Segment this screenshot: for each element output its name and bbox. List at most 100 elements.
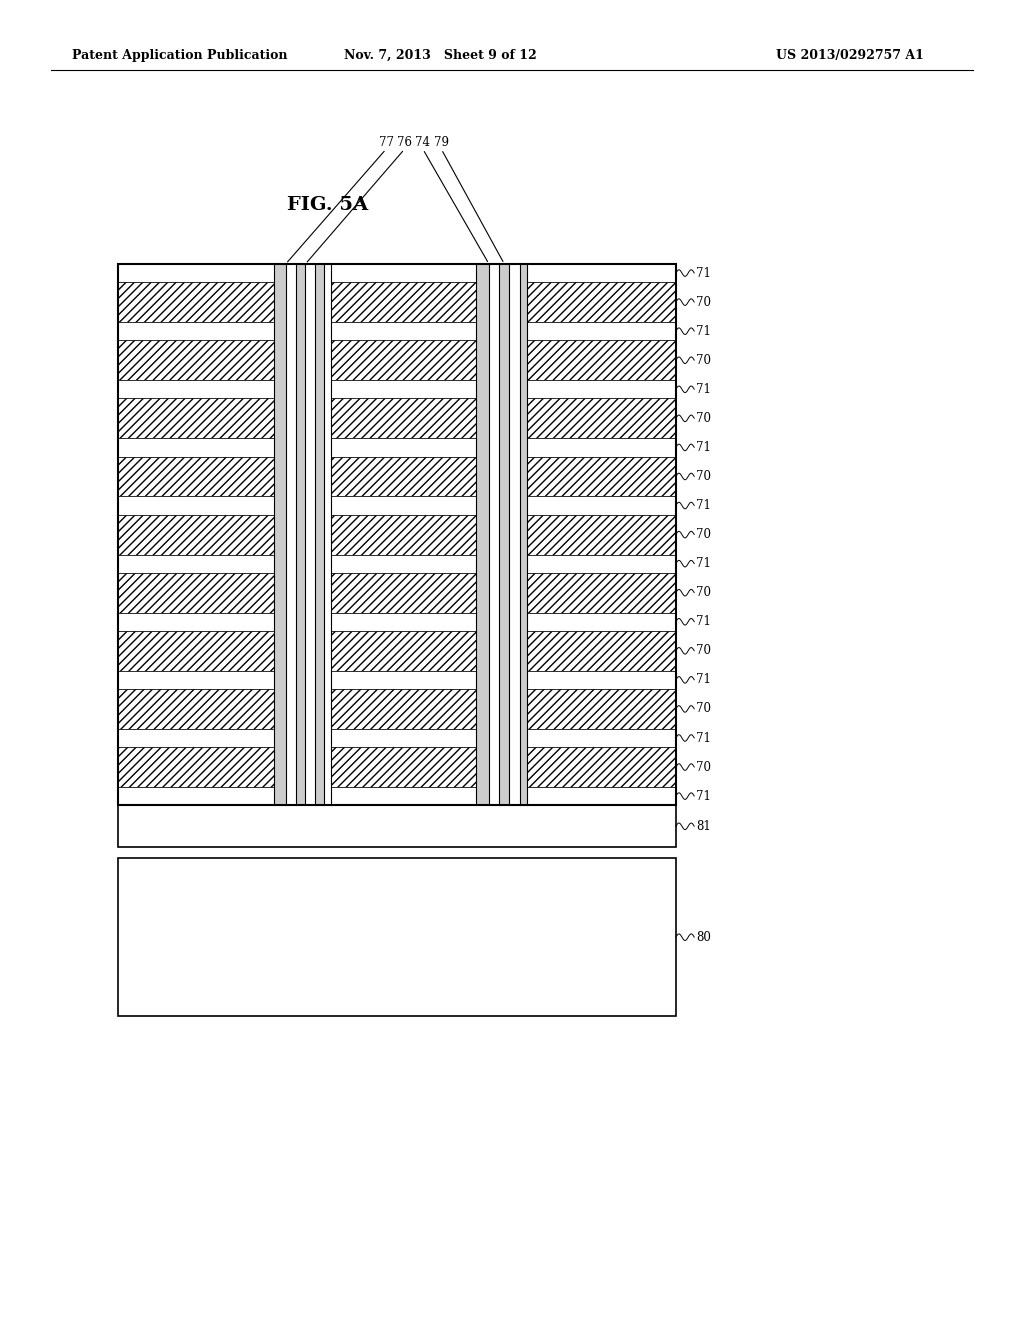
Bar [118, 341, 274, 380]
Text: 71: 71 [696, 383, 712, 396]
Bar [331, 573, 476, 612]
Text: 76: 76 [397, 136, 412, 149]
Bar [331, 689, 476, 729]
Text: 80: 80 [696, 931, 712, 944]
Bar [118, 805, 676, 847]
Bar [274, 264, 286, 805]
Text: 71: 71 [696, 557, 712, 570]
Bar [527, 671, 676, 689]
Bar [118, 554, 274, 573]
Text: 70: 70 [696, 702, 712, 715]
Bar [331, 438, 476, 457]
Bar [305, 264, 315, 805]
Bar [527, 787, 676, 805]
Bar [527, 612, 676, 631]
Text: 71: 71 [696, 267, 712, 280]
Text: 70: 70 [696, 354, 712, 367]
Bar [118, 496, 274, 515]
Bar [118, 399, 274, 438]
Bar [331, 787, 476, 805]
Bar [118, 729, 274, 747]
Bar [527, 380, 676, 399]
Bar [527, 264, 676, 282]
Bar [520, 264, 527, 805]
Text: 71: 71 [696, 499, 712, 512]
Bar [118, 689, 274, 729]
Bar [489, 264, 500, 805]
Bar [331, 282, 476, 322]
Text: 70: 70 [696, 528, 712, 541]
Bar [527, 515, 676, 554]
Text: 71: 71 [696, 673, 712, 686]
Bar [118, 612, 274, 631]
Bar [118, 671, 274, 689]
Bar [331, 747, 476, 787]
Bar [527, 341, 676, 380]
Text: Nov. 7, 2013   Sheet 9 of 12: Nov. 7, 2013 Sheet 9 of 12 [344, 49, 537, 62]
Bar [331, 729, 476, 747]
Bar [527, 689, 676, 729]
Bar [331, 631, 476, 671]
Bar [527, 399, 676, 438]
Text: 70: 70 [696, 760, 712, 774]
Bar [331, 399, 476, 438]
Text: 71: 71 [696, 325, 712, 338]
Text: 70: 70 [696, 470, 712, 483]
Bar [118, 282, 274, 322]
Text: 70: 70 [696, 644, 712, 657]
Bar [527, 554, 676, 573]
Bar [527, 496, 676, 515]
Bar [118, 380, 274, 399]
Text: FIG. 5A: FIG. 5A [287, 195, 368, 214]
Text: 70: 70 [696, 586, 712, 599]
Bar [118, 787, 274, 805]
Bar [527, 322, 676, 341]
Bar [331, 341, 476, 380]
Bar [331, 671, 476, 689]
Bar [527, 438, 676, 457]
Bar [118, 322, 274, 341]
Text: 74: 74 [416, 136, 430, 149]
Bar [118, 264, 676, 805]
Bar [527, 747, 676, 787]
Bar [118, 515, 274, 554]
Bar [331, 457, 476, 496]
Bar [296, 264, 305, 805]
Text: 71: 71 [696, 441, 712, 454]
Bar [118, 438, 274, 457]
Bar [118, 457, 274, 496]
Text: 79: 79 [434, 136, 449, 149]
Bar [527, 631, 676, 671]
Bar [476, 264, 527, 805]
Bar [274, 264, 331, 805]
Text: 71: 71 [696, 731, 712, 744]
Bar [315, 264, 324, 805]
Text: 70: 70 [696, 412, 712, 425]
Text: 77: 77 [379, 136, 393, 149]
Bar [331, 496, 476, 515]
Bar [331, 515, 476, 554]
Text: Patent Application Publication: Patent Application Publication [72, 49, 287, 62]
Text: 81: 81 [696, 820, 711, 833]
Bar [331, 380, 476, 399]
Bar [331, 554, 476, 573]
Text: US 2013/0292757 A1: US 2013/0292757 A1 [776, 49, 924, 62]
Bar [527, 573, 676, 612]
Text: 71: 71 [696, 615, 712, 628]
Bar [286, 264, 296, 805]
Bar [510, 264, 520, 805]
Bar [324, 264, 331, 805]
Bar [331, 264, 476, 282]
Bar [476, 264, 489, 805]
Bar [527, 457, 676, 496]
Bar [118, 858, 676, 1016]
Bar [118, 747, 274, 787]
Bar [118, 264, 274, 282]
Bar [500, 264, 510, 805]
Bar [527, 282, 676, 322]
Text: 71: 71 [696, 789, 712, 803]
Text: 70: 70 [696, 296, 712, 309]
Bar [331, 322, 476, 341]
Bar [118, 573, 274, 612]
Bar [527, 729, 676, 747]
